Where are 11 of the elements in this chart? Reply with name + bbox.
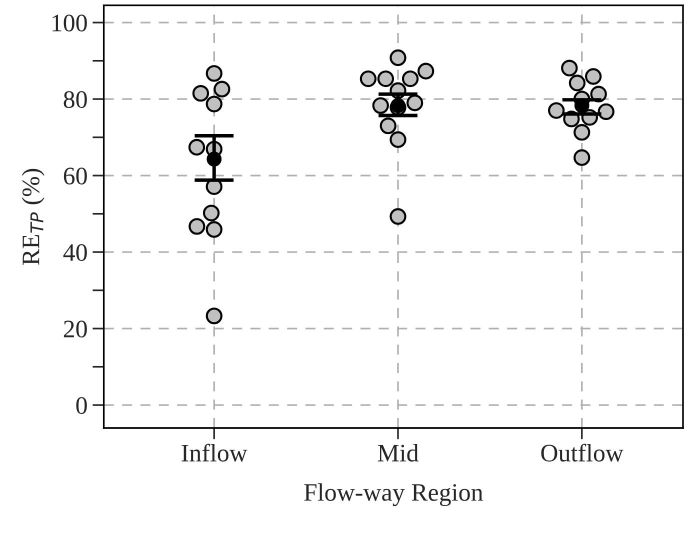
y-tick-label: 80 [64, 91, 87, 108]
y-tick-label: 60 [64, 168, 87, 184]
x-tick-label: Outflow [541, 444, 624, 462]
x-axis-title: Flow-way Region [304, 483, 483, 506]
y-tick-label: 0 [76, 397, 87, 414]
y-tick-label: 40 [63, 244, 87, 261]
y-tick-label: 20 [64, 320, 87, 338]
y-axis-title: RE$_{TP}$ (%) [22, 168, 44, 265]
x-tick-label: Mid [378, 444, 419, 462]
y-tick-label: 100 [52, 14, 87, 32]
x-tick-label: Inflow [182, 444, 248, 462]
